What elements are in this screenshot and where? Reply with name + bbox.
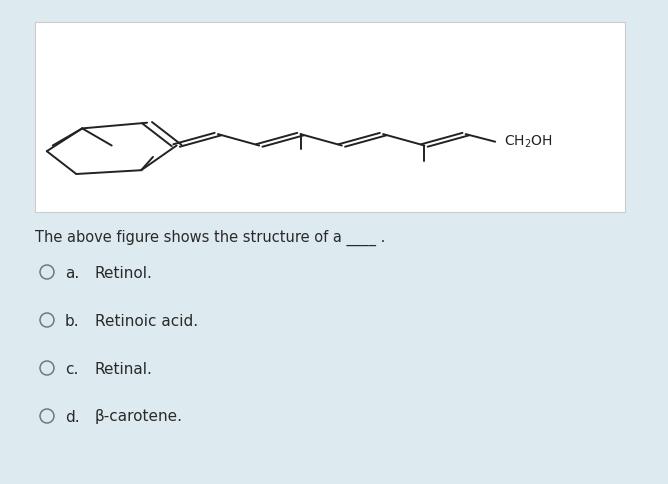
Text: The above figure shows the structure of a ____ .: The above figure shows the structure of … (35, 230, 385, 246)
Text: a.: a. (65, 266, 79, 281)
Text: CH$_2$OH: CH$_2$OH (504, 134, 553, 150)
Text: Retinal.: Retinal. (95, 362, 153, 377)
Text: β-carotene.: β-carotene. (95, 409, 183, 424)
Text: b.: b. (65, 314, 79, 329)
Text: d.: d. (65, 409, 79, 424)
Text: c.: c. (65, 362, 78, 377)
Bar (35, 22, 625, 212)
Text: Retinol.: Retinol. (95, 266, 153, 281)
Text: Retinoic acid.: Retinoic acid. (95, 314, 198, 329)
